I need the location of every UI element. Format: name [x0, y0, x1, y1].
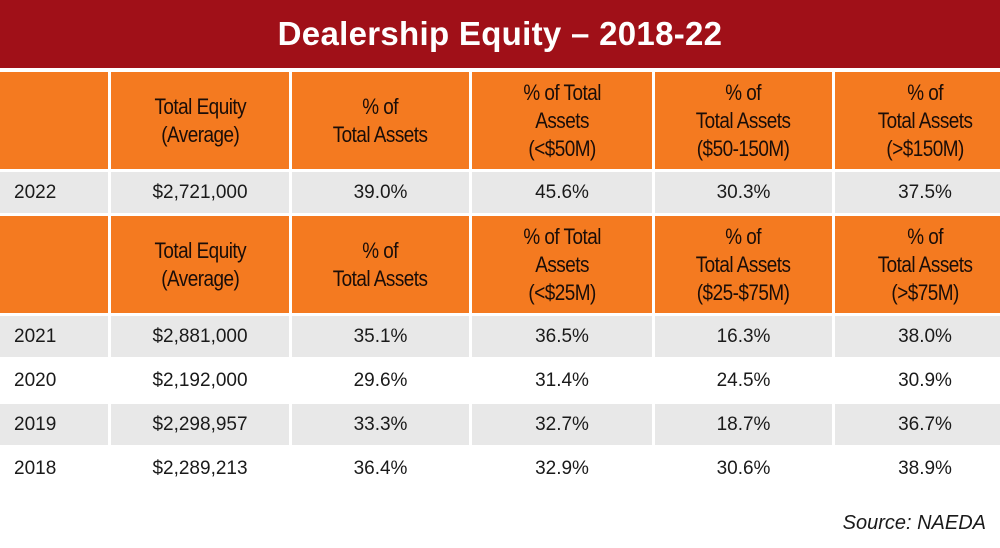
- column-header: % of Total Assets ($25-$75M): [655, 216, 832, 313]
- value-cell: 36.5%: [472, 316, 652, 357]
- value-cell: 30.9%: [898, 369, 952, 391]
- source-note: Source: NAEDA: [842, 512, 986, 534]
- table-row: 2021 $2,881,000 35.1% 36.5% 16.3% 38.0%: [0, 316, 1000, 357]
- value-cell: 39.0%: [292, 172, 469, 213]
- value-cell: 45.6%: [472, 172, 652, 213]
- column-header-label: % of Total Assets (<$25M): [523, 223, 601, 305]
- column-header-label: % of Total Assets: [333, 237, 428, 291]
- value-cell: 35.1%: [292, 316, 469, 357]
- value-cell: 30.6%: [716, 457, 771, 479]
- table-row: 2019 $2,298,957 33.3% 32.7% 18.7% 36.7%: [0, 404, 1000, 445]
- value-cell: 38.0%: [835, 316, 1000, 357]
- column-header-label: Total Equity (Average): [154, 93, 246, 147]
- column-header: % of Total Assets (<$50M): [472, 72, 652, 169]
- value-cell: 36.4%: [353, 457, 408, 479]
- value-cell: 18.7%: [655, 404, 832, 445]
- column-header-label: % of Total Assets (>$75M): [877, 223, 973, 305]
- table-row: 2022 $2,721,000 39.0% 45.6% 30.3% 37.5%: [0, 172, 1000, 213]
- value-cell: 24.5%: [716, 369, 771, 391]
- value-cell: 16.3%: [655, 316, 832, 357]
- value-cell: $2,881,000: [111, 316, 289, 357]
- column-header: % of Total Assets: [292, 72, 469, 169]
- column-header: % of Total Assets (>$75M): [835, 216, 1000, 313]
- year-cell: 2021: [0, 316, 108, 357]
- column-header-label: % of Total Assets (>$150M): [877, 79, 973, 161]
- column-header-label: Total Equity (Average): [154, 237, 246, 291]
- equity-table: Total Equity (Average) % of Total Assets%…: [0, 69, 1000, 492]
- column-header: Total Equity (Average): [111, 72, 289, 169]
- column-header-label: % of Total Assets ($25-$75M): [696, 223, 791, 305]
- column-header: [0, 72, 108, 169]
- year-cell: 2019: [0, 404, 108, 445]
- value-cell: 38.9%: [898, 457, 952, 479]
- value-cell: $2,721,000: [111, 172, 289, 213]
- table-row: 2018 $2,289,213 36.4% 32.9% 30.6% 38.9%: [0, 448, 1000, 489]
- table-row: 2020 $2,192,000 29.6% 31.4% 24.5% 30.9%: [0, 360, 1000, 401]
- column-header: Total Equity (Average): [111, 216, 289, 313]
- value-cell: 37.5%: [835, 172, 1000, 213]
- column-header: % of Total Assets: [292, 216, 469, 313]
- year-cell: 2020: [14, 369, 57, 391]
- value-cell: 32.9%: [535, 457, 589, 479]
- value-cell: $2,192,000: [152, 369, 248, 391]
- value-cell: $2,298,957: [111, 404, 289, 445]
- value-cell: $2,289,213: [152, 457, 248, 479]
- header-row: Total Equity (Average) % of Total Assets%…: [0, 72, 1000, 169]
- year-cell: 2018: [14, 457, 57, 479]
- value-cell: 29.6%: [353, 369, 408, 391]
- column-header: % of Total Assets (>$150M): [835, 72, 1000, 169]
- value-cell: 30.3%: [655, 172, 832, 213]
- value-cell: 36.7%: [835, 404, 1000, 445]
- column-header: [0, 216, 108, 313]
- year-cell: 2022: [0, 172, 108, 213]
- column-header: % of Total Assets ($50-150M): [655, 72, 832, 169]
- value-cell: 32.7%: [472, 404, 652, 445]
- table-title: Dealership Equity – 2018-22: [0, 0, 1000, 68]
- header-row: Total Equity (Average) % of Total Assets%…: [0, 216, 1000, 313]
- column-header-label: % of Total Assets: [333, 93, 428, 147]
- value-cell: 31.4%: [535, 369, 589, 391]
- column-header-label: % of Total Assets ($50-150M): [696, 79, 791, 161]
- column-header-label: % of Total Assets (<$50M): [523, 79, 601, 161]
- column-header: % of Total Assets (<$25M): [472, 216, 652, 313]
- value-cell: 33.3%: [292, 404, 469, 445]
